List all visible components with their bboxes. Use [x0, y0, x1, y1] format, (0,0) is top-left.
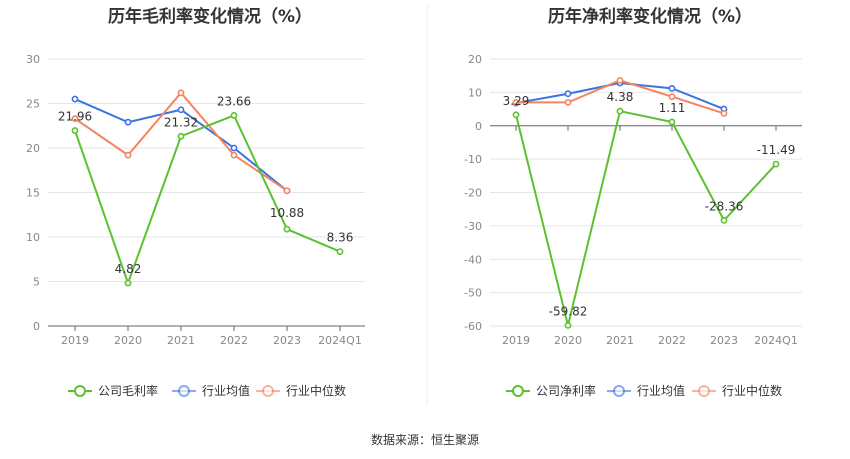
y-tick-label: 0: [33, 320, 40, 333]
legend-item-2[interactable]: 行业中位数: [692, 383, 782, 398]
data-label: 3.29: [503, 94, 530, 108]
data-point: [668, 93, 676, 101]
y-tick-label: -40: [464, 253, 482, 266]
data-point: [512, 111, 520, 119]
data-point: [283, 187, 291, 195]
legend-marker: [262, 385, 274, 397]
data-label: -59.82: [549, 304, 588, 318]
data-label: 23.66: [217, 94, 251, 108]
legend-item-0[interactable]: 公司净利率: [506, 383, 596, 398]
data-point: [124, 279, 132, 287]
legend-marker: [74, 385, 86, 397]
legend-item-0[interactable]: 公司毛利率: [68, 383, 158, 398]
chart-title-gross-margin: 历年毛利率变化情况（%）: [107, 7, 313, 27]
data-point: [230, 151, 238, 159]
x-tick-label: 2024Q1: [754, 334, 798, 347]
data-point: [564, 90, 572, 98]
data-point: [71, 115, 79, 123]
y-tick-label: -60: [464, 320, 482, 333]
data-point: [512, 98, 520, 106]
y-tick-label: 30: [26, 53, 40, 66]
y-tick-label: -20: [464, 187, 482, 200]
chart-title-net-margin: 历年净利率变化情况（%）: [547, 7, 753, 27]
x-tick-label: 2019: [61, 334, 89, 347]
data-point: [668, 118, 676, 126]
legend-item-2[interactable]: 行业中位数: [256, 383, 346, 398]
data-point: [124, 118, 132, 126]
data-label: 21.32: [164, 115, 198, 129]
x-tick-label: 2023: [710, 334, 738, 347]
legend-marker: [698, 385, 710, 397]
y-tick-label: 10: [26, 231, 40, 244]
data-label: 4.82: [115, 262, 142, 276]
data-point: [230, 144, 238, 152]
y-tick-label: 20: [26, 142, 40, 155]
x-tick-label: 2022: [220, 334, 248, 347]
x-tick-label: 2021: [167, 334, 195, 347]
x-tick-label: 2019: [502, 334, 530, 347]
y-tick-label: 15: [26, 187, 40, 200]
data-label: -11.49: [757, 143, 796, 157]
y-tick-label: -30: [464, 220, 482, 233]
data-label: 1.11: [659, 101, 686, 115]
data-point: [720, 217, 728, 224]
data-point: [772, 160, 780, 168]
y-tick-label: 20: [468, 53, 482, 66]
y-tick-label: 25: [26, 98, 40, 111]
data-point: [177, 132, 185, 140]
data-point: [283, 225, 291, 233]
legend-label: 公司毛利率: [98, 383, 158, 398]
legend-item-1[interactable]: 行业均值: [607, 383, 685, 398]
legend-item-1[interactable]: 行业均值: [172, 383, 250, 398]
y-tick-label: 10: [468, 86, 482, 99]
legend-marker: [613, 385, 625, 397]
legend-label: 公司净利率: [536, 383, 596, 398]
legend-marker: [512, 385, 524, 397]
x-tick-label: 2022: [658, 334, 686, 347]
data-label: 8.36: [327, 231, 354, 245]
data-label: -28.36: [705, 199, 744, 213]
data-point: [564, 321, 572, 329]
data-point: [177, 89, 185, 97]
data-point: [616, 107, 624, 115]
legend-label: 行业均值: [202, 383, 250, 398]
legend-label: 行业均值: [637, 383, 685, 398]
data-point: [720, 110, 728, 117]
data-label: 10.88: [270, 206, 304, 220]
series-line-0: [515, 109, 777, 326]
legend-label: 行业中位数: [722, 383, 782, 398]
source-note: 数据来源：恒生聚源: [370, 433, 479, 447]
chart-0: 30 25 20 15 10 5 0 2019 2020 2021 2022 2023 2024Q1 21…: [26, 53, 365, 398]
data-point: [124, 151, 132, 159]
legend-label: 行业中位数: [286, 383, 346, 398]
x-tick-label: 2023: [273, 334, 301, 347]
data-point: [177, 106, 185, 114]
chart-1: 20 10 0 -10 -20 -30 -40 -50 -60 2019 2020 2021 2022 2…: [464, 53, 802, 398]
data-label: 4.38: [607, 90, 634, 104]
series-line-0: [74, 114, 341, 287]
data-point: [230, 112, 238, 119]
y-tick-label: -10: [464, 153, 482, 166]
x-tick-label: 2020: [554, 334, 582, 347]
x-tick-label: 2021: [606, 334, 634, 347]
data-point: [616, 76, 624, 84]
data-point: [71, 95, 79, 103]
data-point: [71, 127, 79, 134]
data-label: 21.96: [58, 110, 92, 124]
data-point: [564, 98, 572, 106]
y-tick-label: -50: [464, 287, 482, 300]
legend-marker: [178, 385, 190, 397]
x-tick-label: 2024Q1: [318, 334, 362, 347]
x-tick-label: 2020: [114, 334, 142, 347]
data-point: [336, 248, 344, 255]
data-point: [668, 84, 676, 92]
y-tick-label: 0: [475, 120, 482, 133]
y-tick-label: 5: [33, 276, 40, 289]
